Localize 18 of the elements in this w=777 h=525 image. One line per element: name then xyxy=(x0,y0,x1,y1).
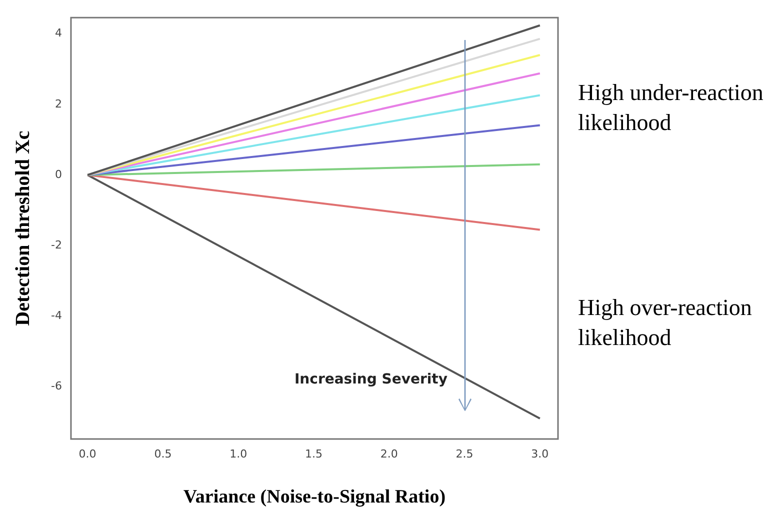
y-tick-label: 2 xyxy=(54,97,62,110)
text: High under-reaction likelihood xyxy=(578,79,764,137)
y-tick-label: -6 xyxy=(51,380,62,393)
y-tick-label: 4 xyxy=(54,26,62,40)
y-tick-label: -4 xyxy=(51,309,62,322)
y-tick-label: -2 xyxy=(51,238,62,252)
x-tick-label: 2.5 xyxy=(456,447,474,460)
y-tick-label: 0 xyxy=(54,168,62,181)
x-tick-label: 2.0 xyxy=(380,447,398,460)
x-tick-label: 0.5 xyxy=(154,447,172,460)
annotation: Increasing Severity xyxy=(294,372,448,388)
text: High over-reaction likelihood xyxy=(578,294,753,352)
x-tick-label: 0.0 xyxy=(78,447,96,460)
x-axis-title: Variance (Noise-to-Signal Ratio) xyxy=(183,486,446,508)
x-tick-label: 1.0 xyxy=(230,447,248,460)
y-axis-title: Detection threshold Xc xyxy=(12,130,34,326)
x-tick-label: 3.0 xyxy=(531,447,549,460)
x-tick-label: 1.5 xyxy=(304,447,322,460)
